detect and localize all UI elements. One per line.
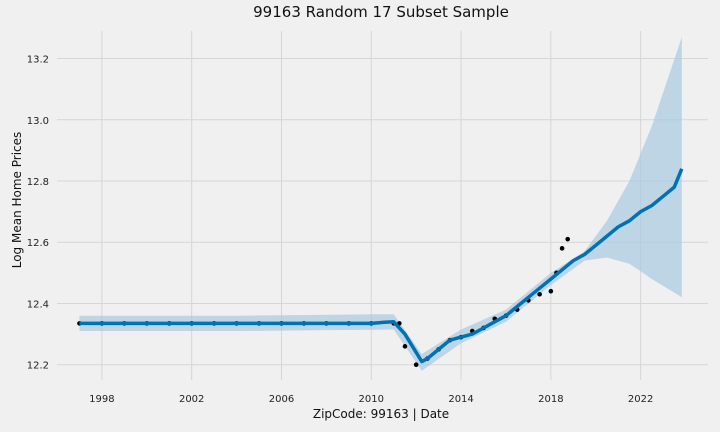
x-tick-label: 2014 — [448, 394, 473, 405]
x-tick-label: 2010 — [359, 394, 384, 405]
forecast-line-path — [79, 168, 684, 364]
x-tick-label: 2002 — [179, 394, 204, 405]
observed-point — [548, 288, 554, 294]
x-axis-label: ZipCode: 99163 | Date — [313, 407, 449, 421]
x-tick-label: 1998 — [89, 394, 114, 405]
y-tick-label: 12.6 — [27, 238, 49, 249]
y-tick-label: 12.8 — [27, 177, 49, 188]
y-axis-label: Log Mean Home Prices — [10, 132, 24, 269]
x-tick-labels: 1998 2002 2006 2010 2014 2018 2022 — [89, 394, 653, 405]
observed-point — [402, 344, 408, 349]
x-tick-label: 2006 — [269, 394, 294, 405]
uncertainty-band — [79, 37, 682, 371]
observed-point — [537, 291, 542, 297]
y-tick-label: 13.0 — [27, 116, 49, 127]
y-tick-label: 12.2 — [27, 361, 49, 372]
chart-title: 99163 Random 17 Subset Sample — [253, 3, 509, 21]
observed-point — [559, 246, 565, 251]
confidence-band — [79, 37, 682, 371]
x-tick-label: 2018 — [538, 394, 563, 405]
observed-point — [565, 236, 570, 242]
forecast-line — [79, 168, 684, 364]
y-tick-label: 12.4 — [27, 299, 49, 310]
y-tick-labels: 12.2 12.4 12.6 12.8 13.0 13.2 — [27, 55, 49, 372]
y-tick-label: 13.2 — [27, 55, 49, 66]
observed-point — [413, 362, 419, 367]
x-tick-label: 2022 — [628, 394, 653, 405]
observed-points — [77, 236, 570, 367]
